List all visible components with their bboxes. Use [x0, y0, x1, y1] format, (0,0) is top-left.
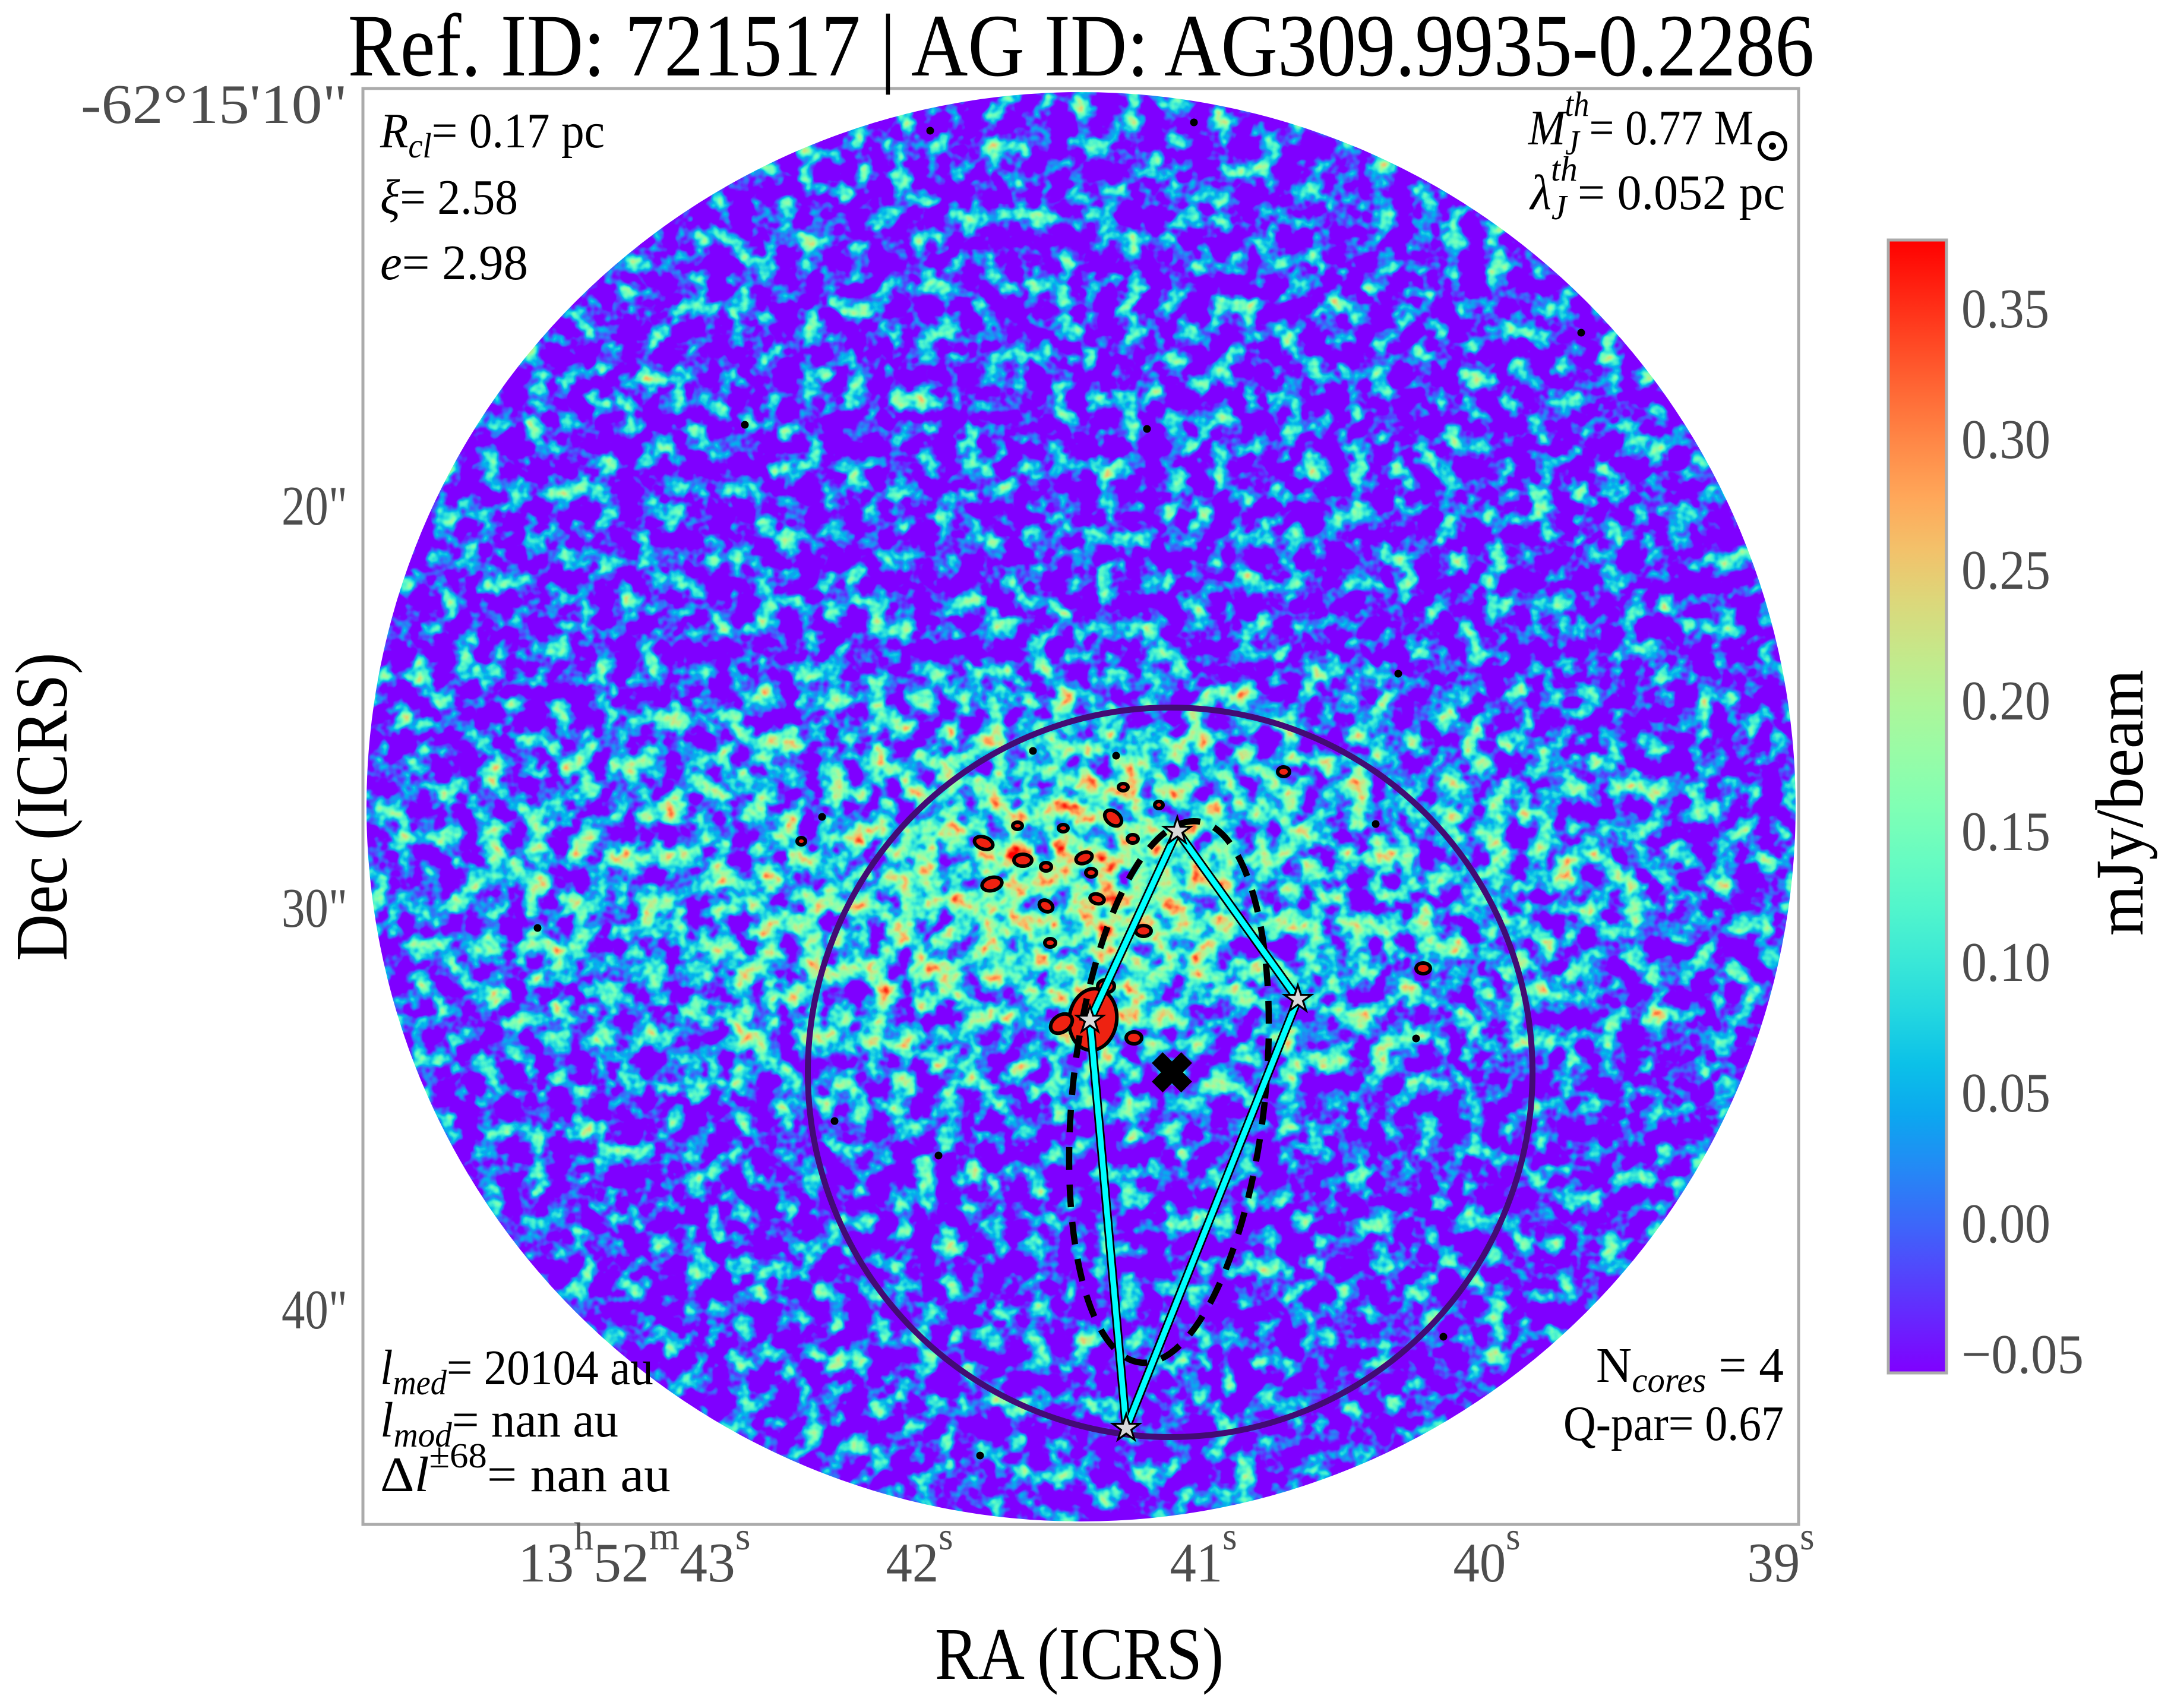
svg-text:MJth= 0.77 M: MJth= 0.77 M — [1528, 85, 1753, 163]
svg-text:ξ= 2.58: ξ= 2.58 — [380, 170, 518, 225]
svg-text:Δl±68= nan au: Δl±68= nan au — [380, 1437, 671, 1502]
svg-text:Dec (ICRS): Dec (ICRS) — [1, 653, 83, 961]
svg-text:0.10: 0.10 — [1961, 932, 2050, 993]
svg-text:-62°15'10": -62°15'10" — [81, 74, 347, 135]
svg-text:mJy/beam: mJy/beam — [2082, 670, 2157, 936]
svg-text:0.20: 0.20 — [1961, 670, 2050, 731]
svg-text:Q-par= 0.67: Q-par= 0.67 — [1563, 1396, 1784, 1451]
svg-text:Rcl= 0.17 pc: Rcl= 0.17 pc — [380, 103, 605, 165]
svg-text:40": 40" — [282, 1279, 347, 1341]
svg-text:lmod= nan au: lmod= nan au — [380, 1392, 618, 1454]
svg-text:20": 20" — [282, 475, 347, 537]
svg-text:0.35: 0.35 — [1961, 278, 2049, 340]
svg-text:0.00: 0.00 — [1961, 1193, 2050, 1254]
svg-text:0.25: 0.25 — [1961, 539, 2050, 601]
svg-text:0.15: 0.15 — [1961, 801, 2050, 862]
svg-text:e= 2.98: e= 2.98 — [380, 235, 528, 291]
svg-text:0.05: 0.05 — [1961, 1062, 2050, 1123]
svg-text:0.30: 0.30 — [1961, 409, 2050, 470]
svg-text:λJth= 0.052 pc: λJth= 0.052 pc — [1528, 149, 1785, 227]
svg-text:RA (ICRS): RA (ICRS) — [935, 1614, 1224, 1696]
svg-text:lmed= 20104 au: lmed= 20104 au — [380, 1340, 653, 1402]
svg-text:30": 30" — [282, 877, 347, 939]
svg-text:−0.05: −0.05 — [1961, 1323, 2084, 1385]
svg-text:Ref. ID: 721517 | AG ID: AG309: Ref. ID: 721517 | AG ID: AG309.9935-0.22… — [348, 0, 1815, 95]
